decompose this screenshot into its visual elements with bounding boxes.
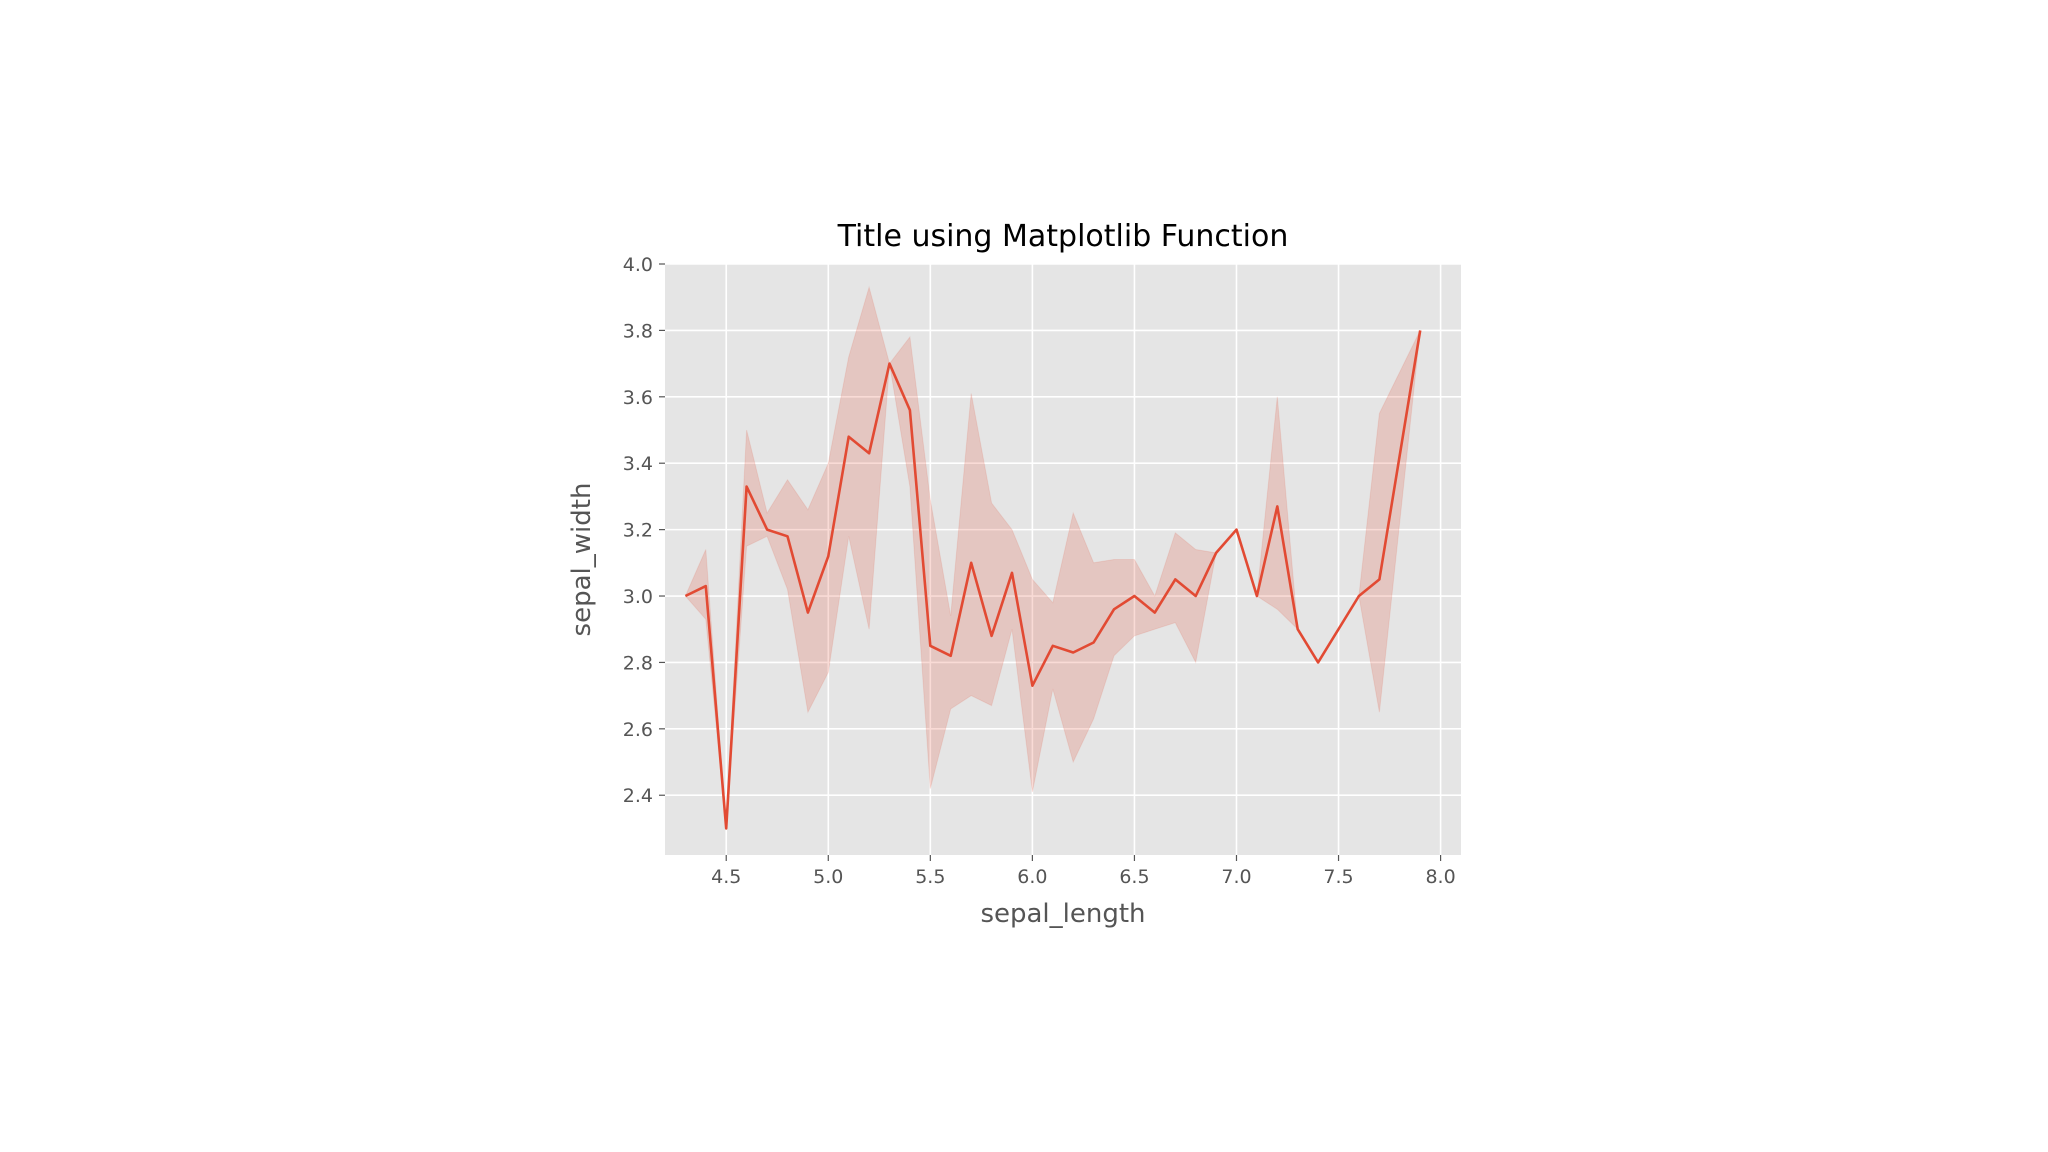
y-tick-label: 3.2 [623, 520, 653, 542]
series-line [684, 330, 1422, 830]
y-tick-label: 3.8 [623, 320, 653, 342]
y-tick-label: 4.0 [623, 254, 653, 276]
y-tick-label: 3.6 [623, 387, 653, 409]
x-tick-label: 5.0 [813, 866, 843, 888]
x-axis-label: sepal_length [980, 899, 1145, 929]
x-tick-label: 7.0 [1221, 866, 1251, 888]
x-tick-label: 6.5 [1119, 866, 1149, 888]
x-tick-label: 6.0 [1017, 866, 1047, 888]
series-lines [684, 330, 1422, 830]
y-gridlines [665, 263, 1461, 797]
x-tick-label: 4.5 [711, 866, 741, 888]
plot-area [665, 264, 1461, 855]
y-tick-label: 3.0 [623, 586, 653, 608]
x-tick-label: 7.5 [1323, 866, 1353, 888]
chart-title: Title using Matplotlib Function [837, 219, 1289, 254]
y-tick-label: 3.4 [623, 453, 653, 475]
y-tick-label: 2.6 [623, 719, 653, 741]
y-axis-label: sepal_width [567, 483, 597, 637]
x-axis-ticks: 4.5 5.0 5.5 6.0 6.5 7.0 7.5 8.0 [711, 855, 1456, 888]
y-tick-label: 2.8 [623, 652, 653, 674]
x-tick-label: 5.5 [915, 866, 945, 888]
x-tick-label: 8.0 [1425, 866, 1455, 888]
y-axis-ticks: 2.4 2.6 2.8 3.0 3.2 3.4 3.6 3.8 4.0 [623, 254, 665, 807]
y-tick-label: 2.4 [623, 785, 653, 807]
